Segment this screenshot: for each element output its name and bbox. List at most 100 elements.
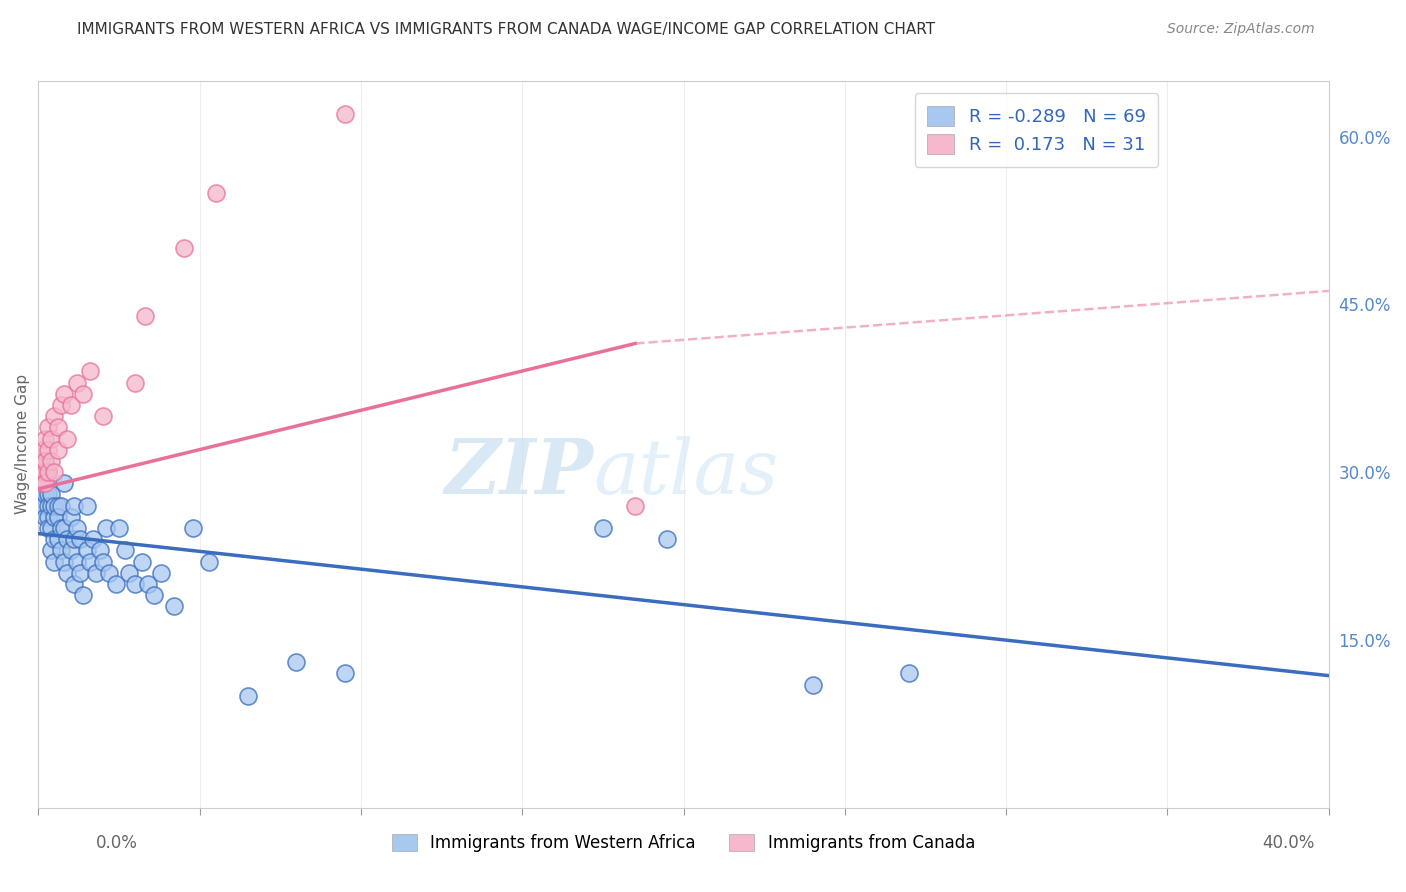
Point <box>69 532 91 546</box>
Point <box>31 454 53 468</box>
Point <box>124 376 146 390</box>
Point <box>37 521 59 535</box>
Point <box>56 532 79 546</box>
Point <box>63 577 86 591</box>
Point <box>657 532 679 546</box>
Text: 0.0%: 0.0% <box>96 834 138 852</box>
Point <box>37 499 59 513</box>
Point <box>39 454 62 468</box>
Point <box>46 532 69 546</box>
Point <box>63 499 86 513</box>
Point <box>89 543 111 558</box>
Point <box>72 387 94 401</box>
Point <box>118 566 141 580</box>
Point <box>163 599 186 614</box>
Point <box>76 543 98 558</box>
Point <box>37 420 59 434</box>
Point <box>34 476 56 491</box>
Point <box>86 566 108 580</box>
Point <box>31 476 53 491</box>
Point <box>104 577 127 591</box>
Point <box>31 465 53 479</box>
Point <box>56 566 79 580</box>
Point <box>59 509 82 524</box>
Point <box>44 499 66 513</box>
Point <box>236 689 259 703</box>
Point <box>37 487 59 501</box>
Point <box>44 465 66 479</box>
Point <box>198 555 221 569</box>
Point <box>94 521 117 535</box>
Point <box>44 555 66 569</box>
Point <box>31 499 53 513</box>
Point <box>143 588 166 602</box>
Point <box>39 521 62 535</box>
Point <box>136 577 159 591</box>
Point <box>131 555 153 569</box>
Point <box>63 532 86 546</box>
Point <box>31 442 53 457</box>
Point <box>53 476 76 491</box>
Y-axis label: Wage/Income Gap: Wage/Income Gap <box>15 374 30 514</box>
Point <box>66 521 89 535</box>
Point <box>37 509 59 524</box>
Point <box>34 465 56 479</box>
Point <box>333 666 356 681</box>
Point <box>31 465 53 479</box>
Text: 40.0%: 40.0% <box>1263 834 1315 852</box>
Point <box>39 432 62 446</box>
Point <box>79 555 101 569</box>
Point <box>46 420 69 434</box>
Text: Source: ZipAtlas.com: Source: ZipAtlas.com <box>1167 22 1315 37</box>
Point <box>91 409 114 424</box>
Point <box>44 532 66 546</box>
Text: ZIP: ZIP <box>444 436 593 510</box>
Point <box>285 655 308 669</box>
Point <box>53 555 76 569</box>
Point <box>149 566 172 580</box>
Text: atlas: atlas <box>593 436 779 510</box>
Point <box>34 476 56 491</box>
Point <box>37 442 59 457</box>
Point <box>66 376 89 390</box>
Point <box>34 487 56 501</box>
Point <box>37 465 59 479</box>
Point <box>53 521 76 535</box>
Point <box>124 577 146 591</box>
Point <box>72 588 94 602</box>
Point <box>69 566 91 580</box>
Point <box>39 499 62 513</box>
Text: IMMIGRANTS FROM WESTERN AFRICA VS IMMIGRANTS FROM CANADA WAGE/INCOME GAP CORRELA: IMMIGRANTS FROM WESTERN AFRICA VS IMMIGR… <box>77 22 935 37</box>
Point <box>91 555 114 569</box>
Point <box>34 509 56 524</box>
Point <box>108 521 131 535</box>
Point <box>31 487 53 501</box>
Point <box>46 442 69 457</box>
Point <box>82 532 104 546</box>
Point <box>34 454 56 468</box>
Point <box>801 677 824 691</box>
Point <box>204 186 226 200</box>
Point <box>114 543 136 558</box>
Point <box>76 499 98 513</box>
Point <box>66 555 89 569</box>
Point <box>34 454 56 468</box>
Point <box>333 107 356 121</box>
Point <box>79 364 101 378</box>
Point <box>173 242 195 256</box>
Point <box>98 566 121 580</box>
Point <box>898 666 921 681</box>
Point <box>56 432 79 446</box>
Point <box>181 521 204 535</box>
Point <box>39 543 62 558</box>
Point <box>624 499 647 513</box>
Point <box>53 387 76 401</box>
Point <box>34 432 56 446</box>
Point <box>134 309 156 323</box>
Point <box>44 509 66 524</box>
Point <box>49 499 72 513</box>
Point <box>592 521 614 535</box>
Point <box>59 398 82 412</box>
Legend: R = -0.289   N = 69, R =  0.173   N = 31: R = -0.289 N = 69, R = 0.173 N = 31 <box>915 94 1159 167</box>
Point <box>46 509 69 524</box>
